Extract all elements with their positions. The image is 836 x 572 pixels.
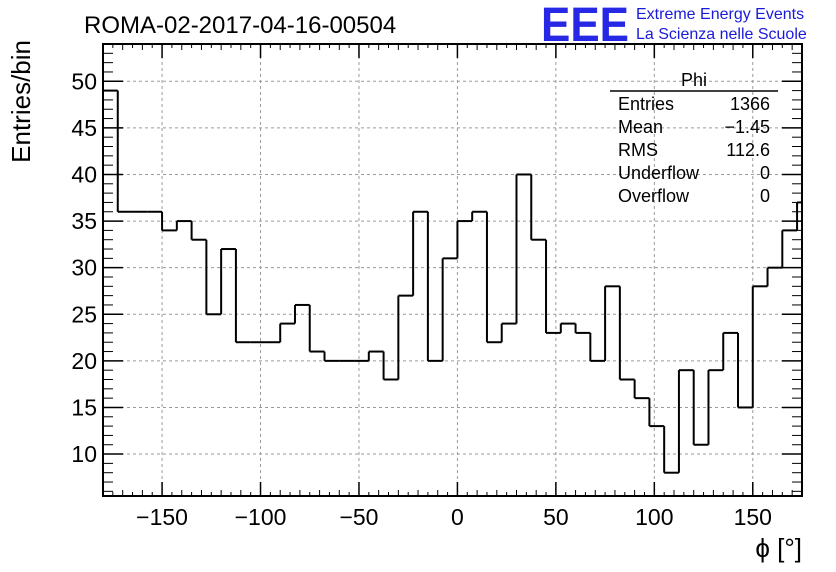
stats-value-mean: −1.45 (724, 117, 770, 137)
x-tick-label: 0 (451, 504, 464, 530)
stats-label-entries: Entries (618, 94, 674, 114)
stats-value-rms: 112.6 (726, 140, 770, 160)
y-tick-label: 25 (71, 301, 97, 327)
eee-logo-mark: EEE (541, 0, 629, 52)
stats-value-underflow: 0 (760, 163, 770, 183)
x-tick-label: 50 (543, 504, 569, 530)
grid-lines (103, 44, 802, 496)
x-tick-label: −150 (136, 504, 188, 530)
y-tick-label: 10 (71, 441, 97, 467)
x-axis-title: ϕ [°] (755, 533, 802, 563)
stats-box: Phi Entries 1366 Mean −1.45 RMS 112.6 Un… (610, 70, 778, 206)
x-tick-label: −100 (235, 504, 287, 530)
y-tick-label: 50 (71, 68, 97, 94)
y-tick-label: 40 (71, 161, 97, 187)
y-tick-label: 15 (71, 394, 97, 420)
y-tick-label: 20 (71, 348, 97, 374)
stats-label-underflow: Underflow (618, 163, 700, 183)
eee-logo: EEE Extreme Energy Events La Scienza nel… (541, 0, 807, 52)
x-tick-label: −50 (339, 504, 378, 530)
y-tick-label: 30 (71, 255, 97, 281)
x-tick-label: 150 (734, 504, 772, 530)
y-axis-title: Entries/bin (6, 40, 36, 163)
y-tick-label: 45 (71, 115, 97, 141)
stats-value-entries: 1366 (730, 94, 770, 114)
stats-label-mean: Mean (618, 117, 663, 137)
x-tick-label: 100 (635, 504, 673, 530)
stats-label-overflow: Overflow (618, 186, 690, 206)
logo-line-2: La Scienza nelle Scuole (636, 26, 807, 43)
chart-title: ROMA-02-2017-04-16-00504 (84, 12, 396, 39)
y-tick-label: 35 (71, 208, 97, 234)
plot-frame (102, 43, 803, 497)
stats-value-overflow: 0 (760, 186, 770, 206)
stats-title: Phi (681, 70, 707, 90)
logo-line-1: Extreme Energy Events (636, 6, 804, 23)
axes: −150 −100 −50 0 50 100 150 10 15 20 25 30 35 40 45 50 (71, 44, 803, 530)
stats-label-rms: RMS (618, 140, 658, 160)
